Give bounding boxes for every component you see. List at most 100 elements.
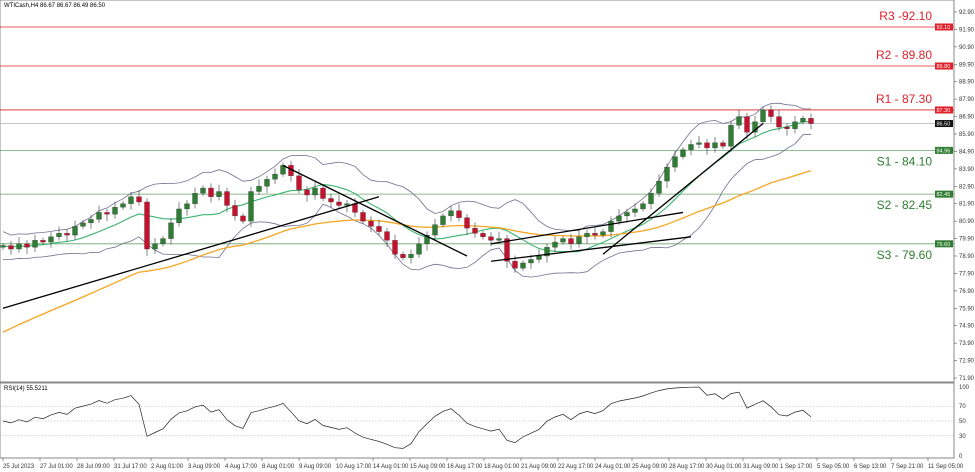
- candle: [120, 203, 126, 208]
- candle: [328, 198, 334, 203]
- candle: [768, 109, 774, 117]
- candle: [464, 217, 470, 229]
- candle: [528, 259, 534, 264]
- x-tick-label: 24 Aug 01:00: [595, 464, 631, 470]
- candle: [680, 149, 686, 157]
- candle: [512, 261, 518, 269]
- y-tick-label: 86.90: [959, 115, 975, 121]
- candle: [696, 142, 702, 145]
- moving-average-short: [2, 121, 812, 253]
- rsi-tick-label: 30: [959, 434, 966, 440]
- candle: [752, 121, 758, 133]
- y-tick-label: 90.90: [959, 45, 975, 51]
- candle: [736, 116, 742, 126]
- candle: [8, 245, 14, 250]
- candle: [704, 142, 710, 149]
- y-tick-label: 80.90: [959, 219, 975, 225]
- candle: [56, 233, 62, 237]
- candle: [392, 240, 398, 255]
- candle: [336, 201, 342, 206]
- candle: [96, 212, 102, 220]
- candle: [264, 179, 270, 187]
- candle: [640, 203, 646, 210]
- level-price-tag: [935, 240, 953, 248]
- level-label-S2: S2 - 82.45: [877, 198, 933, 212]
- candle: [64, 233, 70, 236]
- x-tick-label: 22 Aug 17:00: [558, 464, 594, 470]
- x-tick-label: 16 Aug 17:00: [447, 464, 483, 470]
- candle: [256, 186, 262, 192]
- y-tick-label: 75.90: [959, 306, 975, 312]
- candle: [40, 240, 46, 243]
- level-price-tag-text: 89.80: [937, 64, 951, 70]
- x-tick-label: 18 Aug 01:00: [484, 464, 520, 470]
- trend-line: [602, 123, 764, 255]
- candle: [672, 156, 678, 168]
- candle: [808, 118, 814, 124]
- x-tick-label: 25 Aug 09:00: [632, 464, 668, 470]
- x-tick-label: 7 Sep 21:00: [891, 464, 924, 470]
- candle: [312, 187, 318, 196]
- x-tick-label: 3 Aug 09:00: [188, 464, 221, 470]
- y-tick-label: 81.90: [959, 202, 975, 208]
- x-tick-label: 25 Jul 2023: [3, 464, 35, 470]
- candle: [232, 205, 238, 217]
- candle: [32, 240, 38, 248]
- candle: [440, 215, 446, 225]
- trend-line: [490, 236, 692, 262]
- candle: [712, 142, 718, 149]
- level-price-tag: [935, 23, 953, 31]
- candle: [792, 121, 798, 129]
- candle: [184, 203, 190, 210]
- candle: [560, 238, 566, 243]
- trend-line: [282, 164, 468, 257]
- candle: [608, 220, 614, 232]
- candle: [408, 254, 414, 258]
- candle: [136, 196, 142, 203]
- candle: [176, 208, 182, 224]
- y-tick-label: 76.90: [959, 289, 975, 295]
- candle: [584, 233, 590, 237]
- candle: [760, 109, 766, 122]
- x-tick-label: 2 Aug 01:00: [151, 464, 184, 470]
- y-tick-label: 73.90: [959, 341, 975, 347]
- rsi-panel: [0, 382, 955, 459]
- candle: [0, 245, 6, 248]
- candle: [296, 175, 302, 190]
- candle: [200, 187, 206, 194]
- x-tick-label: 1 Sep 17:00: [780, 464, 813, 470]
- candle: [192, 193, 198, 204]
- rsi-tick-label: 0: [959, 454, 963, 460]
- candle: [456, 210, 462, 218]
- y-tick-label: 71.90: [959, 376, 975, 382]
- candle: [416, 243, 422, 255]
- candle: [536, 255, 542, 260]
- symbol-header: WTICash,H4 86.67 86.67 86.49 86.50: [4, 3, 106, 9]
- main-panel: [0, 0, 955, 383]
- candle: [344, 203, 350, 206]
- x-tick-label: 8 Aug 01:00: [262, 464, 295, 470]
- trend-line: [490, 211, 684, 245]
- candle: [360, 212, 366, 222]
- candle: [800, 118, 806, 122]
- candle: [168, 222, 174, 239]
- candle: [432, 224, 438, 236]
- level-price-tag-text: 84.96: [937, 148, 951, 154]
- level-price-tag-text: 87.30: [937, 108, 951, 114]
- candle: [376, 226, 382, 232]
- candle: [568, 238, 574, 244]
- y-tick-label: 92.90: [959, 10, 975, 16]
- candle: [424, 234, 430, 244]
- candle: [384, 231, 390, 241]
- y-tick-label: 82.90: [959, 184, 975, 190]
- candle: [496, 238, 502, 241]
- level-price-tag: [935, 146, 953, 154]
- y-tick-label: 83.90: [959, 167, 975, 173]
- x-tick-label: 10 Aug 17:00: [336, 464, 372, 470]
- candle: [320, 187, 326, 199]
- level-label-R3: R3 -92.10: [879, 9, 932, 23]
- candle: [400, 254, 406, 258]
- level-label-R1: R1 - 87.30: [876, 92, 932, 106]
- y-tick-label: 87.90: [959, 97, 975, 103]
